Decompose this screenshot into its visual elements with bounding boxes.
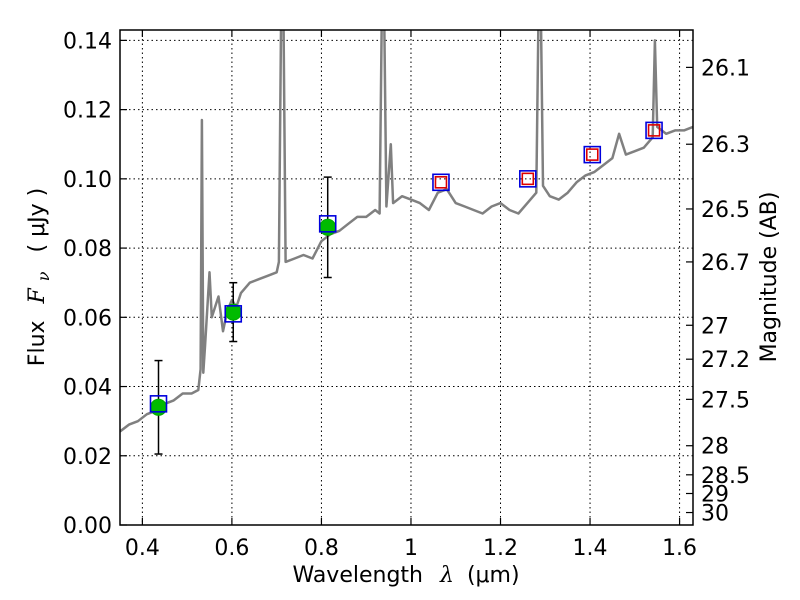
- y-tick-label: 0.12: [63, 99, 112, 124]
- y2-tick-label: 26.1: [701, 56, 750, 81]
- series-model-bandpass: [149, 121, 663, 413]
- plot-frame: [119, 29, 694, 526]
- data-point-square: [318, 215, 337, 233]
- y2-tick-label: 26.7: [701, 251, 750, 276]
- y-tick-label: 0.08: [63, 237, 112, 262]
- y-axis-label-symbol: F: [25, 287, 50, 304]
- data-point-square: [519, 170, 537, 188]
- data-point-square: [224, 305, 243, 323]
- x-tick-label: 1: [404, 536, 418, 561]
- x-axis-label-unit: (μm): [467, 563, 520, 588]
- data-point-square: [645, 121, 663, 140]
- y-tick-label: 0.06: [63, 306, 112, 331]
- data-point-observed: [319, 218, 337, 236]
- y2-tick-label: 30: [701, 502, 729, 527]
- data-point-square: [149, 395, 168, 413]
- x-axis-label: Wavelength λ (μm): [292, 563, 519, 588]
- x-tick-label: 0.8: [304, 536, 339, 561]
- data-point-square: [521, 172, 535, 186]
- x-tick-label: 0.6: [214, 536, 249, 561]
- y2-tick-label: 28.5: [701, 464, 750, 489]
- y2-tick-label: 27.5: [701, 388, 750, 413]
- x-tick-label: 1.4: [573, 536, 608, 561]
- data-point-square: [434, 176, 448, 189]
- y2-tick-label: 26.5: [701, 198, 750, 223]
- data-point-square: [585, 148, 599, 161]
- data-point-square: [583, 145, 602, 164]
- y-tick-label: 0.04: [63, 376, 112, 401]
- y-axis-label-text: Flux: [25, 320, 50, 366]
- y-axis-label-subscript: ν: [34, 271, 53, 281]
- x-tick-label: 1.2: [483, 536, 518, 561]
- y2-tick-label: 27.2: [701, 348, 750, 373]
- y-tick-label: 0.10: [63, 168, 112, 193]
- y2-tick-label: 26.3: [701, 133, 750, 158]
- data-point-observed: [149, 398, 167, 416]
- y-axis-label-unit: ( μJy ): [25, 188, 50, 253]
- y2-axis-label: Magnitude (AB): [757, 192, 782, 363]
- y-axis-label: Flux F ν ( μJy ): [25, 188, 55, 366]
- series-line-model-spectrum: [120, 30, 693, 433]
- y-tick-label: 0.14: [63, 29, 112, 54]
- data-point-square: [647, 124, 661, 137]
- y2-tick-label: 28: [701, 435, 729, 460]
- x-tick-label: 0.4: [125, 536, 160, 561]
- y-tick-label: 0.00: [63, 514, 112, 539]
- y2-tick-label: 29: [701, 483, 729, 508]
- y-tick-label: 0.02: [63, 445, 112, 470]
- x-axis-label-text: Wavelength: [292, 563, 423, 588]
- axis-ticks: 0.4 0.6 0.8 1 1.2 1.4 1.6 0.00 0.02 0.04 0.06 0.08 0…: [63, 29, 750, 561]
- x-axis-label-symbol: λ: [439, 563, 454, 588]
- y2-tick-label: 27: [701, 314, 729, 339]
- x-tick-label: 1.6: [662, 536, 697, 561]
- grid: [120, 30, 693, 526]
- data-point-square: [432, 173, 450, 192]
